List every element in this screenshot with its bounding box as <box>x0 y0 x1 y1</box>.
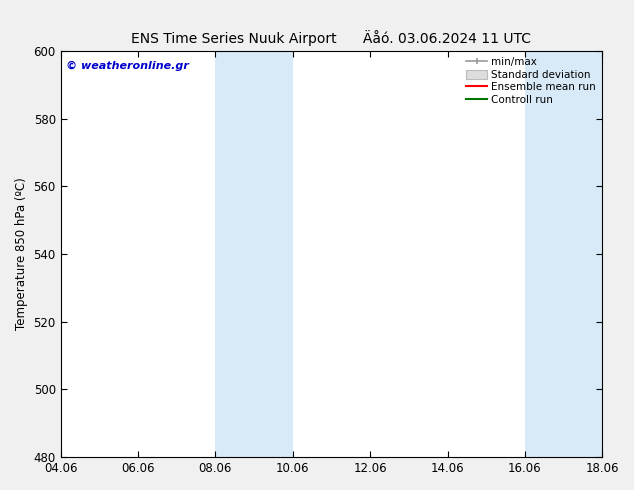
Text: © weatheronline.gr: © weatheronline.gr <box>66 61 189 71</box>
Bar <box>525 51 602 457</box>
Title: ENS Time Series Nuuk Airport      Äåó. 03.06.2024 11 UTC: ENS Time Series Nuuk Airport Äåó. 03.06.… <box>131 30 531 46</box>
Legend: min/max, Standard deviation, Ensemble mean run, Controll run: min/max, Standard deviation, Ensemble me… <box>463 54 599 108</box>
Bar <box>216 51 293 457</box>
Y-axis label: Temperature 850 hPa (ºC): Temperature 850 hPa (ºC) <box>15 178 28 330</box>
